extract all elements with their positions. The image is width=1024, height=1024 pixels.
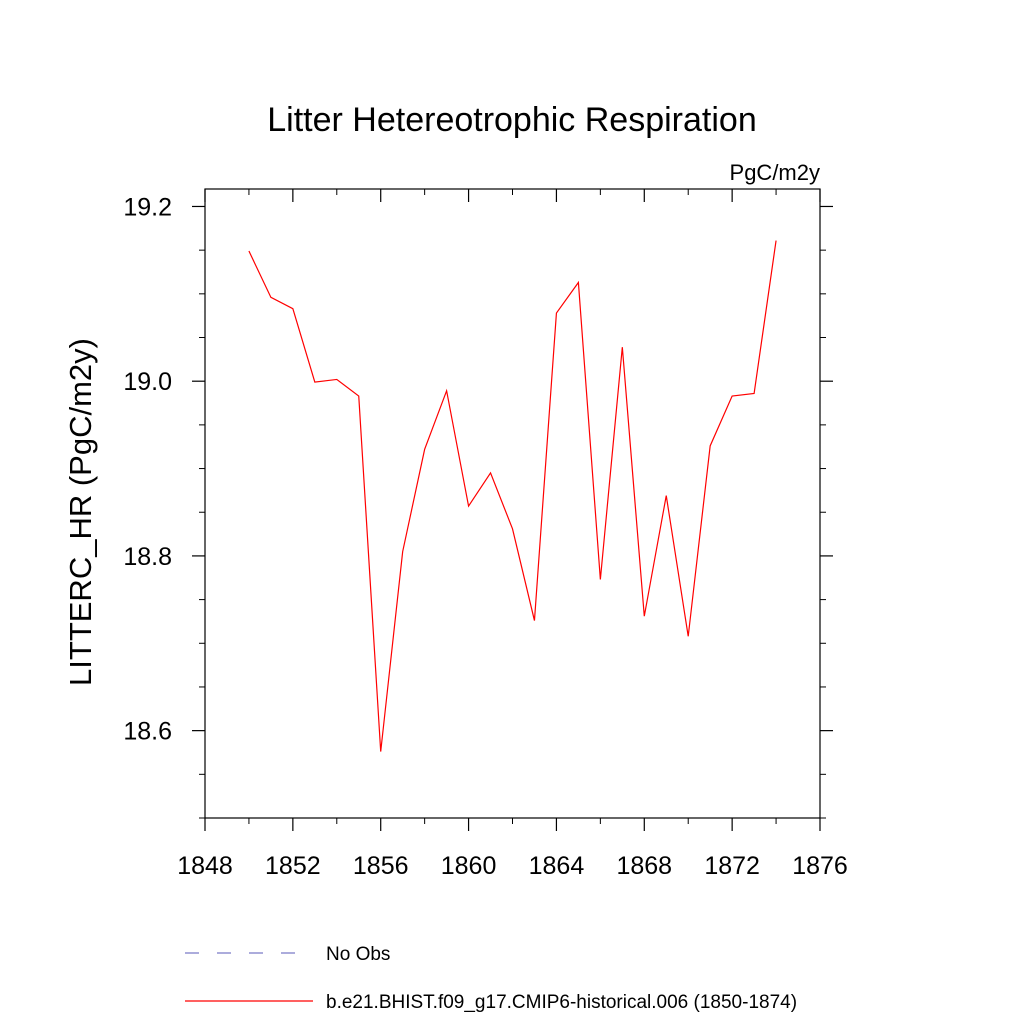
x-tick-label: 1848 [177,852,233,880]
x-tick-label: 1876 [792,852,848,880]
x-tick-label: 1856 [353,852,409,880]
legend-label-no-obs: No Obs [326,944,390,965]
units-label: PgC/m2y [730,160,820,185]
chart-title: Litter Hetereotrophic Respiration [267,101,756,139]
y-tick-label: 19.0 [123,368,172,396]
legend: No Obs b.e21.BHIST.f09_g17.CMIP6-histori… [185,944,797,1013]
x-tick-label: 1864 [529,852,585,880]
x-tick-label: 1868 [616,852,672,880]
y-axis-ticks: 18.6 18.8 19.0 19.2 [123,193,833,819]
legend-label-model: b.e21.BHIST.f09_g17.CMIP6-historical.006… [326,992,797,1013]
x-tick-label: 1852 [265,852,321,880]
series-line-1 [248,240,777,752]
x-tick-label: 1860 [441,852,497,880]
y-tick-label: 19.2 [123,193,172,221]
y-tick-label: 18.8 [123,543,172,571]
series-layer [248,240,777,752]
plot-frame [204,188,821,819]
y-tick-label: 18.6 [123,718,172,746]
y-axis-label: LITTERC_HR (PgC/m2y) [63,338,98,686]
plot-axes [204,188,821,819]
x-tick-label: 1872 [704,852,760,880]
x-axis-ticks: 1848 1852 1856 1860 1864 1868 1872 1876 [177,189,848,880]
